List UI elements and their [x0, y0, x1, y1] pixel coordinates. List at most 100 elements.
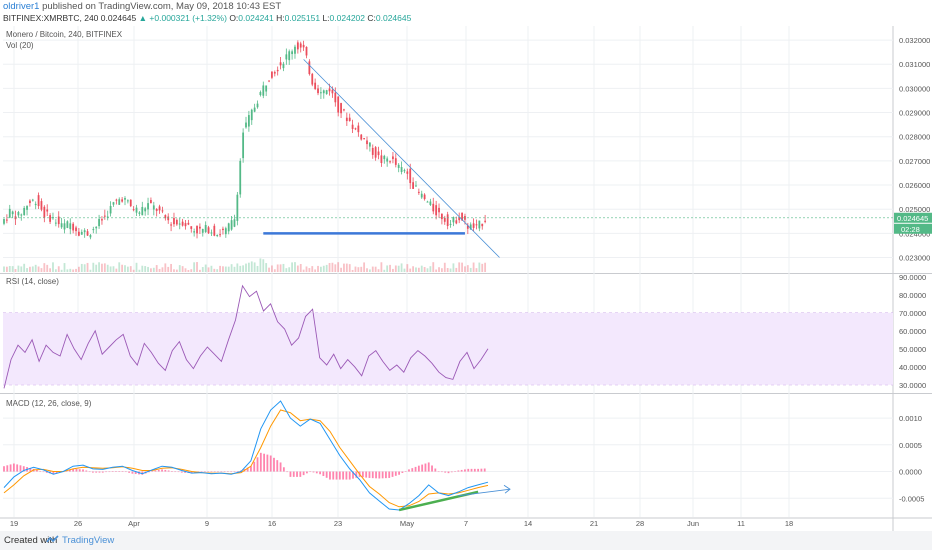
macd-line [3, 400, 489, 511]
volume-bar [472, 262, 475, 272]
volume-bar [357, 267, 360, 272]
histogram-bar [95, 471, 98, 473]
tradingview-brand[interactable]: TradingView [62, 535, 115, 546]
candle-body [317, 88, 319, 94]
volume-bar [201, 267, 204, 272]
candle-body [92, 229, 95, 231]
histogram-bar [444, 471, 447, 473]
time-axis[interactable]: 19 26 Apr 9 16 23 May 7 14 21 28 Jun 11 18 [10, 519, 793, 528]
histogram-bar [91, 471, 94, 473]
histogram-bar [401, 471, 404, 473]
volume-bar [3, 266, 5, 272]
rsi-tick-label: 30.0000 [899, 381, 926, 390]
histogram-bar [45, 471, 48, 473]
histogram-bar [19, 465, 22, 472]
histogram-bar [203, 471, 206, 473]
candle-body [461, 212, 463, 221]
candle-body [406, 171, 409, 174]
volume-bar [432, 262, 435, 272]
volume-bar [412, 266, 414, 272]
volume-bar [8, 266, 11, 272]
volume-bar [115, 268, 118, 272]
price-tick-label: 0.029000 [899, 109, 930, 118]
volume-bar [219, 265, 221, 272]
histogram-bar [128, 471, 131, 473]
histogram-bar [417, 465, 420, 472]
candle-body [31, 199, 34, 201]
chart-area[interactable]: Monero / Bitcoin, 240, BITFINEX Vol (20)… [0, 26, 932, 531]
volume-bar [273, 269, 276, 272]
price-tick-label: 0.027000 [899, 157, 930, 166]
volume-bar [187, 269, 190, 272]
histogram-bar [42, 471, 45, 473]
volume-bar [262, 259, 265, 272]
candle-body [3, 219, 5, 224]
close-value: 0.024645 [375, 13, 412, 23]
projection-arrow[interactable] [458, 488, 511, 497]
price-pane[interactable]: Monero / Bitcoin, 240, BITFINEX Vol (20)… [3, 30, 932, 272]
candle-body [155, 209, 158, 211]
histogram-bar [184, 471, 186, 473]
volume-bar [150, 268, 152, 272]
tradingview-logo-icon [46, 535, 59, 543]
macd-axis[interactable]: 0.0010 0.0005 0.0000 -0.0005 [899, 414, 924, 503]
histogram-bar [108, 471, 111, 473]
histogram-bar [441, 471, 443, 473]
volume-bar [285, 268, 288, 272]
candle-body [285, 54, 288, 60]
candle-body [124, 198, 126, 200]
volume-bar [245, 263, 247, 272]
volume-bar [363, 262, 366, 272]
trendline[interactable] [303, 59, 500, 258]
histogram-bar [236, 471, 239, 472]
histogram-bar [68, 469, 71, 472]
histogram-bar [154, 470, 157, 472]
candle-body [394, 158, 397, 165]
candle-body [11, 211, 14, 215]
candle-body [412, 182, 414, 189]
price-axis[interactable]: 0.032000 0.031000 0.030000 0.029000 0.028000… [899, 36, 930, 262]
symbol-label: BITFINEX:XMRBTC, 240 [3, 13, 99, 23]
volume-bar [325, 264, 328, 272]
up-arrow-icon: ▲ [138, 13, 148, 23]
author-link[interactable]: oldriver1 [3, 1, 40, 12]
volume-bar [415, 267, 417, 272]
volume-bar [242, 265, 245, 272]
volume-bar [340, 267, 342, 272]
candle-body [118, 199, 121, 205]
rsi-tick-label: 40.0000 [899, 363, 926, 372]
candle-body [112, 202, 115, 205]
rsi-tick-label: 80.0000 [899, 291, 926, 300]
volume-bar [173, 269, 175, 272]
histogram-bar [345, 471, 348, 480]
candle-body [69, 223, 72, 230]
histogram-bar [207, 471, 210, 473]
histogram-bar [335, 471, 338, 480]
histogram-bar [319, 471, 321, 475]
candle-body [415, 185, 417, 187]
volume-bar [334, 264, 337, 272]
volume-bar [464, 266, 466, 272]
volume-bar [155, 265, 158, 272]
footer-bar: Created with TradingView [0, 531, 932, 550]
volume-bar [170, 263, 172, 272]
volume-bar [458, 262, 461, 272]
candle-body [78, 231, 80, 236]
rsi-pane[interactable]: RSI (14, close) 90.0000 80.0000 70.0000 60.… [3, 273, 926, 390]
histogram-bar [273, 457, 275, 472]
macd-pane[interactable]: MACD (12, 26, close, 9) 0.00100.00050.00… [3, 399, 924, 512]
candle-body [475, 224, 478, 226]
macd-tick-label: 0.0005 [899, 441, 922, 450]
rsi-title: RSI (14, close) [6, 277, 59, 286]
candle-body [236, 194, 239, 221]
publish-line: oldriver1 published on TradingView.com, … [3, 1, 281, 12]
time-tick-label: 23 [334, 519, 342, 528]
histogram-bar [325, 471, 328, 478]
histogram-bar [124, 471, 127, 473]
candle-body [340, 103, 342, 114]
candle-body [49, 215, 51, 222]
price-tick-label: 0.032000 [899, 36, 930, 45]
histogram-bar [276, 460, 279, 472]
volume-bar [31, 266, 34, 272]
rsi-axis[interactable]: 90.0000 80.0000 70.0000 60.0000 50.0000 40.00… [899, 273, 926, 390]
